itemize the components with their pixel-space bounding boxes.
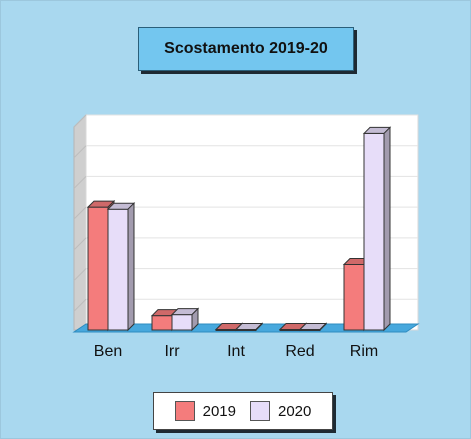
x-tick-label-int: Int [227,343,245,360]
legend-label-2019: 2019 [202,402,236,420]
legend-swatch-2019 [174,401,195,421]
x-tick-label-rim: Rim [350,343,378,360]
x-tick-label-irr: Irr [164,343,180,360]
bar-rim-2020 [363,132,385,331]
gridline-side [73,114,87,128]
gridline-side [73,176,87,189]
gridline-side [73,206,87,220]
bar-irr-2020-side [191,307,199,332]
legend-item-2019: 2019 [174,401,236,421]
bar-rim-2020-side [383,126,391,332]
legend-label-2020: 2020 [278,402,312,420]
chart-title: Scostamento 2019-20 [138,27,354,71]
gridline-side [73,145,87,159]
bar-ben-2019 [87,206,109,331]
x-tick-label-red: Red [285,343,314,360]
bar-ben-2020 [107,208,129,331]
x-tick-label-ben: Ben [94,343,122,360]
bar-int-2020-side [255,322,263,332]
bar-rim-2019 [343,263,365,331]
chart-legend: 2019 2020 [153,392,333,430]
bar-red-2020-side [319,322,327,332]
chart-title-text: Scostamento 2019-20 [164,40,328,57]
gridline-side [73,237,87,251]
gridline-side [73,268,87,281]
legend-swatch-2020 [250,401,270,421]
legend-item-2020: 2020 [250,401,311,421]
bar-irr-2019 [151,315,173,331]
bar-chart: Ben Irr Int Red Rim [72,113,420,360]
bar-irr-2020 [171,314,193,331]
bar-ben-2020-side [127,201,135,332]
gridline-side [73,298,87,312]
